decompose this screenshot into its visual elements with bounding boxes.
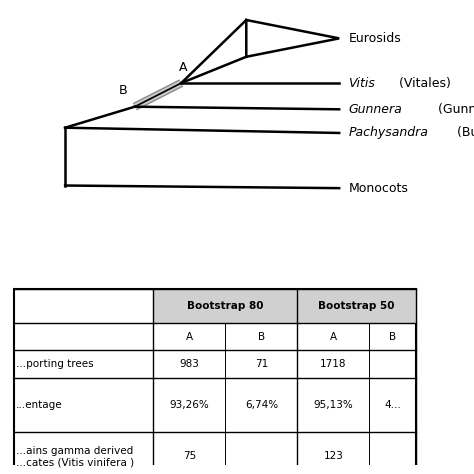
Text: 1718: 1718 bbox=[320, 359, 346, 369]
Text: Eurosids: Eurosids bbox=[348, 32, 401, 45]
Text: (Gunnera: (Gunnera bbox=[430, 103, 474, 116]
Text: Vitis: Vitis bbox=[348, 76, 375, 90]
Text: A: A bbox=[186, 332, 193, 342]
Bar bbox=[297, 289, 416, 323]
Text: Gunnera: Gunnera bbox=[348, 103, 402, 116]
Text: 75: 75 bbox=[183, 451, 196, 461]
Bar bbox=[154, 289, 297, 323]
Text: (Vitales): (Vitales) bbox=[395, 76, 451, 90]
Text: Monocots: Monocots bbox=[348, 182, 409, 195]
Text: 6,74%: 6,74% bbox=[245, 400, 278, 410]
Text: 71: 71 bbox=[255, 359, 268, 369]
Text: B: B bbox=[119, 84, 128, 97]
Bar bbox=[14, 289, 416, 474]
Text: 4...: 4... bbox=[384, 400, 401, 410]
Text: 983: 983 bbox=[180, 359, 200, 369]
Text: 123: 123 bbox=[323, 451, 343, 461]
Text: Bootstrap 80: Bootstrap 80 bbox=[187, 301, 264, 311]
Text: 93,26%: 93,26% bbox=[170, 400, 209, 410]
Text: ...porting trees: ...porting trees bbox=[16, 359, 94, 369]
Text: ...ains gamma derived
...cates (Vitis vinifera ): ...ains gamma derived ...cates (Vitis vi… bbox=[16, 446, 135, 467]
Text: Bootstrap 50: Bootstrap 50 bbox=[319, 301, 395, 311]
Text: (Buxa: (Buxa bbox=[453, 127, 474, 139]
Text: A: A bbox=[330, 332, 337, 342]
Text: B: B bbox=[258, 332, 265, 342]
Text: Pachysandra: Pachysandra bbox=[348, 127, 428, 139]
Text: B: B bbox=[389, 332, 396, 342]
Text: ...entage: ...entage bbox=[16, 400, 63, 410]
Text: 95,13%: 95,13% bbox=[313, 400, 353, 410]
Text: A: A bbox=[179, 61, 188, 74]
